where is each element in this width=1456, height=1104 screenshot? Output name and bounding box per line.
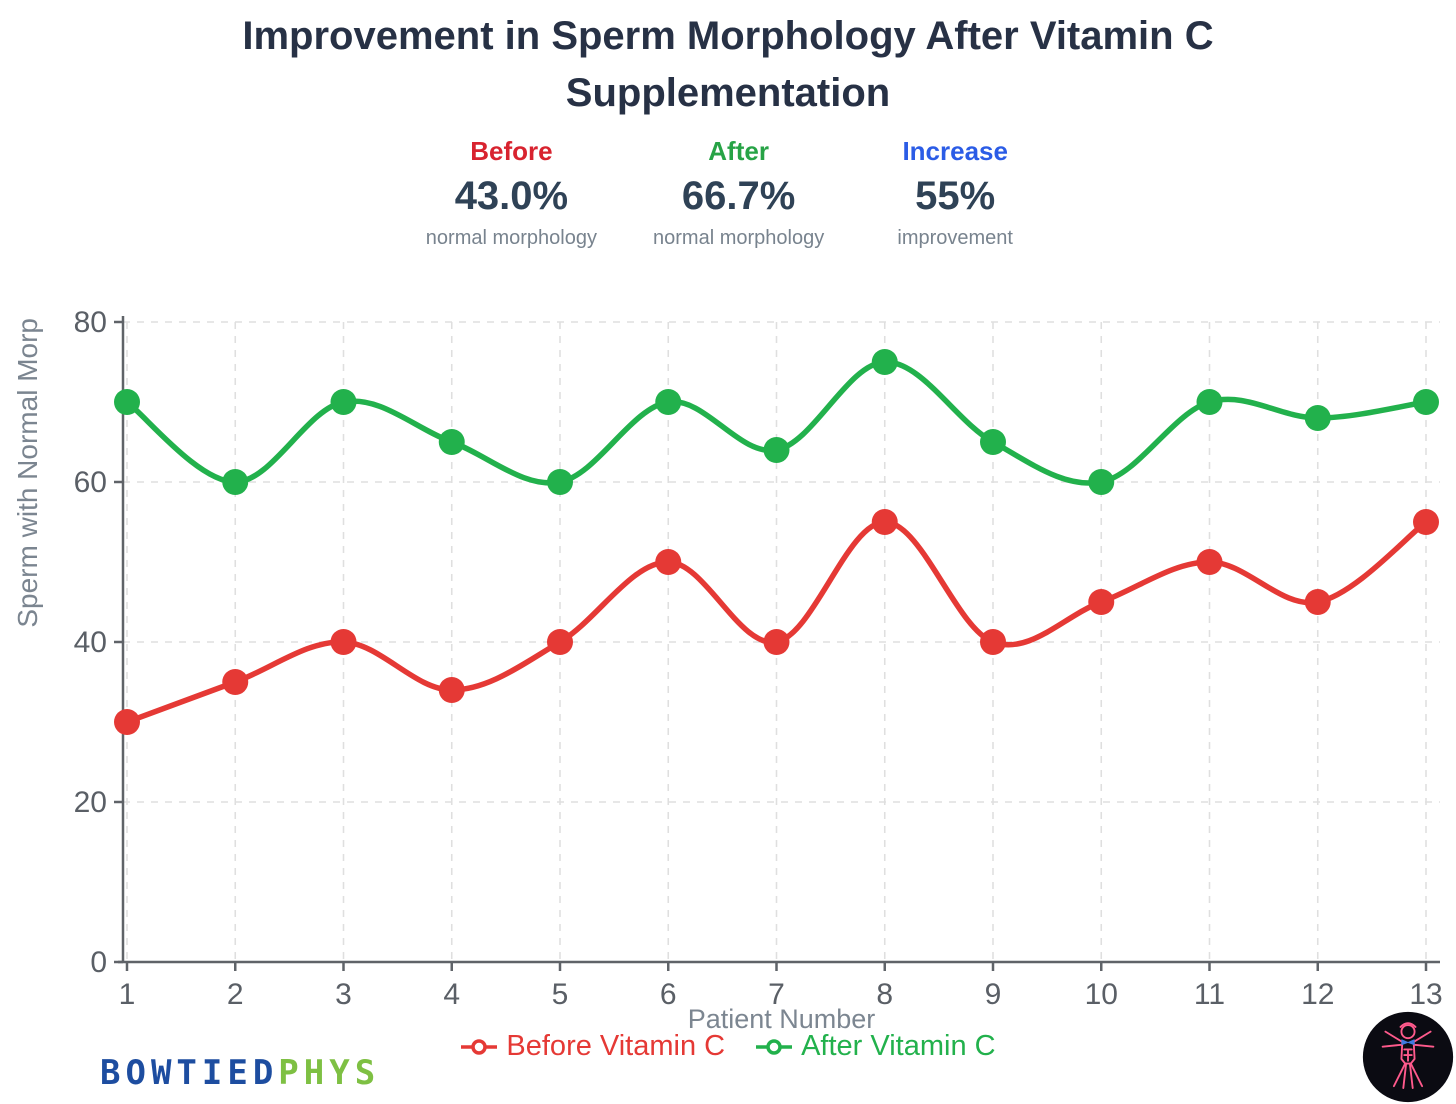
before-vitamin-c-point-7[interactable] — [763, 629, 790, 655]
after-vitamin-c-point-4[interactable] — [438, 429, 465, 455]
stat-after-caption: normal morphology — [653, 227, 825, 249]
before-vitamin-c-point-6[interactable] — [655, 549, 682, 575]
after-legend-marker-icon — [756, 1038, 793, 1055]
stat-before-value: 43.0% — [454, 174, 569, 218]
stat-increase-value: 55% — [915, 174, 996, 218]
summary-stats-row: Before 43.0% normal morphology After 66.… — [0, 136, 1456, 250]
before-vitamin-c-point-8[interactable] — [871, 509, 898, 535]
page-title-text: Improvement in Sperm Morphology After Vi… — [242, 14, 1214, 115]
wordmark-phys: PHYS — [278, 1053, 381, 1093]
y-tick-label: 60 — [74, 466, 107, 499]
after-vitamin-c-point-3[interactable] — [330, 389, 357, 415]
stat-after: After 66.7% normal morphology — [653, 136, 824, 250]
after-vitamin-c-point-11[interactable] — [1196, 389, 1223, 415]
before-vitamin-c-point-9[interactable] — [980, 629, 1006, 655]
x-tick-label: 12 — [1301, 978, 1334, 1010]
after-vitamin-c-point-2[interactable] — [222, 469, 249, 495]
after-vitamin-c-point-5[interactable] — [547, 469, 573, 495]
x-tick-label: 8 — [876, 978, 893, 1010]
after-vitamin-c-point-13[interactable] — [1413, 389, 1439, 415]
page-title: Improvement in Sperm Morphology After Vi… — [0, 8, 1456, 122]
after-vitamin-c-point-1[interactable] — [114, 389, 140, 415]
before-vitamin-c-point-1[interactable] — [114, 709, 140, 735]
x-tick-label: 11 — [1194, 978, 1225, 1010]
legend-label-before: Before Vitamin C — [506, 1030, 726, 1062]
x-tick-label: 10 — [1085, 978, 1118, 1010]
bowtiedphys-wordmark: BOWTIEDPHYS — [100, 1056, 380, 1090]
x-tick-label: 1 — [119, 978, 136, 1010]
y-tick-label: 40 — [74, 626, 107, 659]
before-vitamin-c-point-3[interactable] — [330, 629, 357, 655]
stat-after-value: 66.7% — [681, 174, 796, 218]
after-vitamin-c-point-10[interactable] — [1088, 469, 1115, 495]
x-tick-label: 7 — [768, 978, 785, 1010]
stat-after-label: After — [708, 136, 769, 166]
after-vitamin-c-point-8[interactable] — [871, 349, 898, 375]
y-tick-label: 80 — [74, 306, 107, 339]
stat-before: Before 43.0% normal morphology — [426, 136, 597, 250]
legend-item-after[interactable]: After Vitamin C — [755, 1030, 996, 1063]
stat-before-label: Before — [470, 136, 553, 166]
stat-increase: Increase 55% improvement — [880, 136, 1030, 250]
before-vitamin-c-point-13[interactable] — [1413, 509, 1439, 535]
stat-increase-label: Increase — [902, 136, 1008, 166]
x-tick-label: 9 — [985, 978, 1002, 1010]
x-tick-label: 2 — [227, 978, 244, 1010]
before-vitamin-c-point-12[interactable] — [1304, 589, 1331, 615]
after-vitamin-c-point-12[interactable] — [1304, 405, 1331, 431]
wordmark-bowtied: BOWTIED — [100, 1053, 279, 1093]
x-tick-label: 6 — [660, 978, 677, 1010]
stat-increase-caption: improvement — [897, 227, 1013, 249]
y-tick-label: 0 — [90, 946, 107, 979]
before-legend-marker-icon — [461, 1038, 498, 1055]
chart-legend: Before Vitamin C After Vitamin C — [0, 1030, 1456, 1063]
stat-before-caption: normal morphology — [425, 227, 597, 249]
x-axis-title: Patient Number — [687, 1004, 876, 1034]
before-vitamin-c-point-2[interactable] — [222, 669, 249, 695]
after-vitamin-c-point-9[interactable] — [980, 429, 1006, 455]
before-vitamin-c-point-11[interactable] — [1196, 549, 1223, 575]
vitruvian-man-icon — [1362, 1011, 1454, 1103]
before-vitamin-c-point-10[interactable] — [1088, 589, 1115, 615]
x-tick-label: 5 — [552, 978, 569, 1010]
after-vitamin-c-point-6[interactable] — [655, 389, 682, 415]
legend-label-after: After Vitamin C — [801, 1030, 996, 1062]
y-tick-label: 20 — [74, 786, 107, 819]
x-tick-label: 13 — [1409, 978, 1442, 1010]
before-vitamin-c-point-4[interactable] — [438, 677, 465, 703]
x-tick-label: 4 — [443, 978, 460, 1010]
after-vitamin-c-point-7[interactable] — [763, 437, 790, 463]
x-tick-label: 3 — [335, 978, 352, 1010]
before-vitamin-c-point-5[interactable] — [547, 629, 573, 655]
legend-item-before[interactable]: Before Vitamin C — [460, 1030, 725, 1063]
